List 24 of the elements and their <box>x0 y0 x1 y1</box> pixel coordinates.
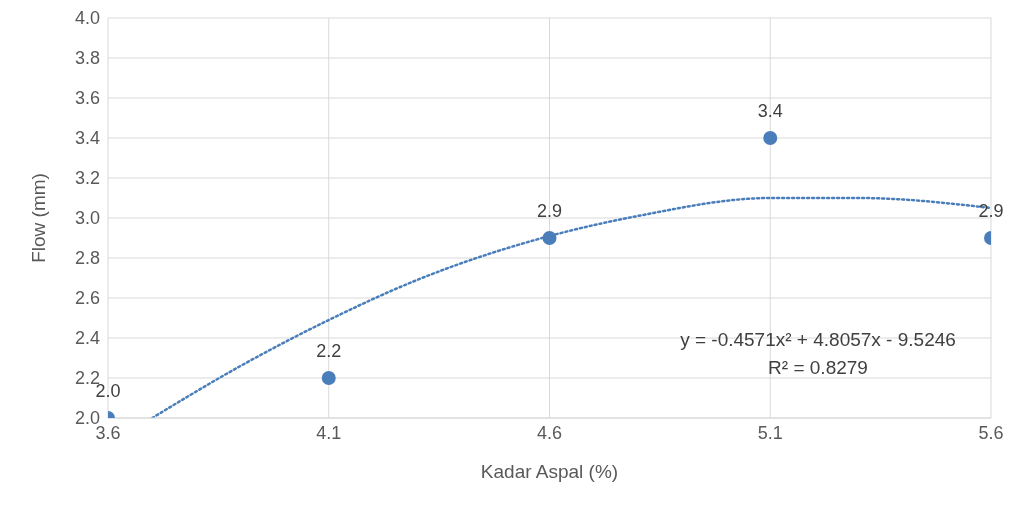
x-tick-label: 5.6 <box>978 422 1004 443</box>
y-tick-label: 3.8 <box>74 48 100 69</box>
y-tick-label: 3.2 <box>74 168 100 189</box>
x-tick-label: 4.6 <box>536 422 563 443</box>
data-label: 2.9 <box>978 201 1004 222</box>
y-tick-label: 2.6 <box>74 288 100 309</box>
y-tick-label: 3.0 <box>74 208 100 229</box>
y-tick-label: 2.4 <box>74 328 100 349</box>
data-label: 3.4 <box>757 101 783 122</box>
data-label: 2.2 <box>316 341 342 362</box>
y-tick-label: 4.0 <box>74 8 100 29</box>
x-axis-title: Kadar Aspal (%) <box>480 461 619 482</box>
y-tick-label: 2.8 <box>74 248 100 269</box>
y-axis-title: Flow (mm) <box>27 173 49 263</box>
point <box>763 131 778 145</box>
y-tick-label: 3.6 <box>74 88 100 109</box>
annotation: y = -0.4571x² + 4.8057x - 9.5246 <box>679 328 957 352</box>
annotation: R² = 0.8279 <box>767 356 869 380</box>
y-tick-label: 3.4 <box>74 128 100 149</box>
data-label: 2.9 <box>536 201 563 222</box>
x-tick-label: 5.1 <box>757 422 783 443</box>
point <box>542 231 557 245</box>
point <box>321 371 336 385</box>
x-tick-label: 4.1 <box>316 422 342 443</box>
